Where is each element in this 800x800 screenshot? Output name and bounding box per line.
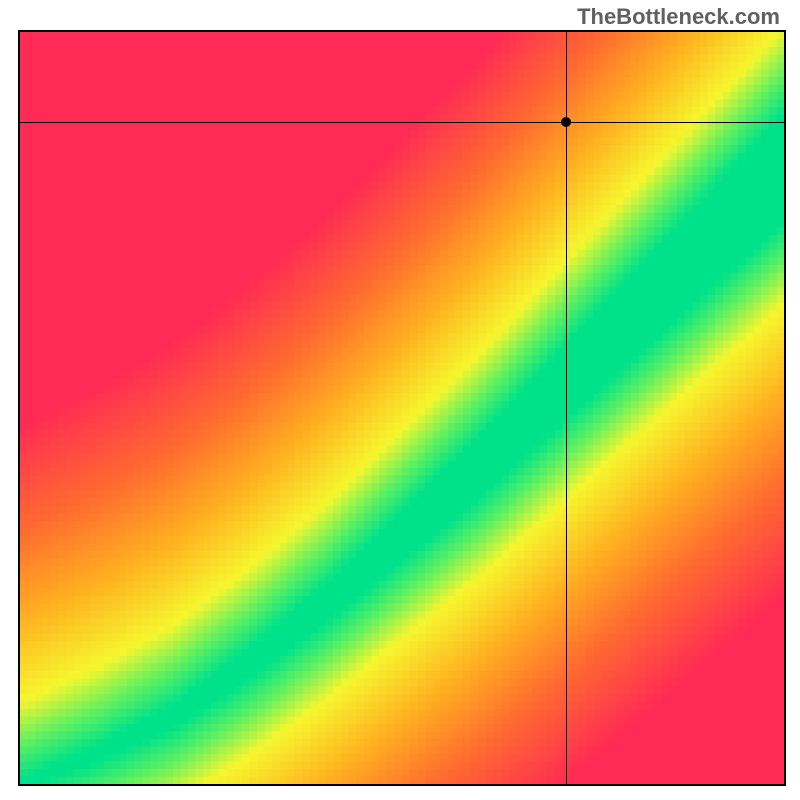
plot-area (18, 30, 786, 786)
chart-container: TheBottleneck.com (0, 0, 800, 800)
crosshair-horizontal (20, 122, 784, 123)
heatmap-canvas (20, 32, 784, 784)
crosshair-vertical (566, 32, 567, 784)
watermark-text: TheBottleneck.com (577, 4, 780, 30)
crosshair-marker (561, 117, 571, 127)
